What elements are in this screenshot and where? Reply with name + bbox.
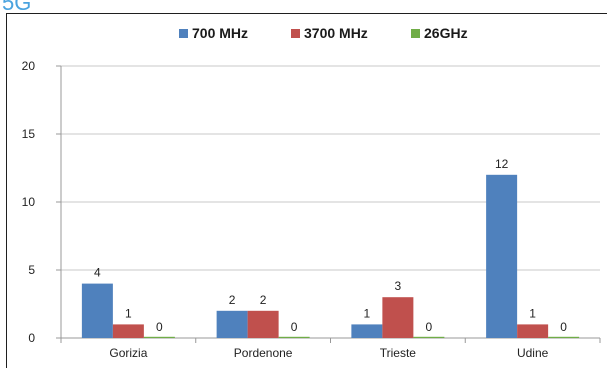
chart-legend: 700 MHz 3700 MHz 26GHz [179, 25, 468, 41]
data-labels: 4 1 0 2 2 0 1 3 0 12 1 0 [94, 157, 567, 334]
bar [81, 283, 113, 338]
y-tick-label: 10 [22, 195, 36, 209]
bar [548, 336, 580, 338]
legend-swatch [179, 29, 188, 38]
bar [413, 336, 445, 338]
x-axis: Gorizia Pordenone Trieste Udine [60, 337, 601, 360]
chart-gridlines [61, 65, 600, 271]
legend-swatch [411, 29, 420, 38]
data-label: 0 [426, 320, 433, 334]
data-label: 1 [364, 306, 371, 320]
data-label: 2 [229, 293, 236, 307]
data-label: 4 [94, 266, 101, 280]
x-category-label: Trieste [380, 346, 417, 360]
data-label: 1 [529, 306, 536, 320]
legend-label: 700 MHz [192, 25, 248, 41]
bar [112, 324, 144, 338]
y-axis: 0 5 10 15 20 [22, 59, 62, 345]
bar [278, 336, 310, 338]
y-tick-label: 20 [22, 59, 36, 73]
legend-label: 3700 MHz [304, 25, 368, 41]
bar [247, 310, 279, 338]
bar [216, 310, 248, 338]
x-category-label: Pordenone [234, 346, 293, 360]
y-tick-label: 5 [28, 263, 35, 277]
data-label: 12 [495, 157, 509, 171]
data-label: 2 [260, 293, 267, 307]
legend-label: 26GHz [424, 25, 468, 41]
y-tick-label: 0 [28, 331, 35, 345]
chart-frame [6, 13, 607, 368]
data-label: 0 [291, 320, 298, 334]
bar [517, 324, 549, 338]
x-category-label: Udine [517, 346, 549, 360]
x-category-label: Gorizia [109, 346, 147, 360]
data-label: 1 [125, 306, 132, 320]
data-label: 3 [395, 279, 402, 293]
bar [382, 297, 414, 338]
y-tick-label: 15 [22, 127, 36, 141]
page-title: 5G [2, 0, 32, 15]
data-label: 0 [560, 320, 567, 334]
data-label: 0 [156, 320, 163, 334]
bar [486, 174, 518, 338]
bar [143, 336, 175, 338]
bar [351, 324, 383, 338]
chart-bars [81, 174, 580, 338]
legend-swatch [291, 29, 300, 38]
